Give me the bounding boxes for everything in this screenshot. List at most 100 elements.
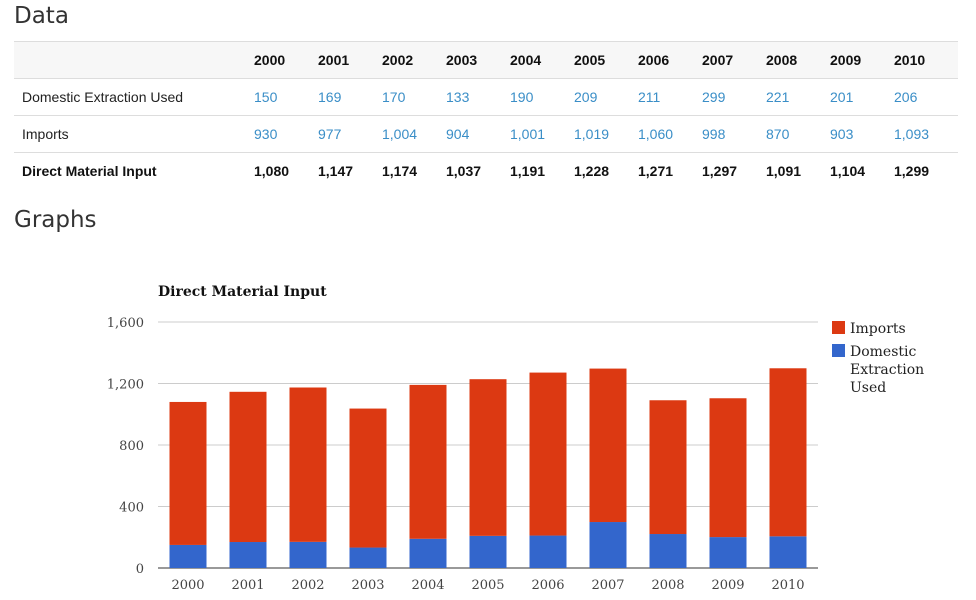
bar-domestic[interactable] bbox=[589, 522, 627, 568]
table-cell: 1,080 bbox=[254, 152, 318, 189]
chart-bars bbox=[169, 368, 807, 568]
x-tick-label: 2009 bbox=[711, 578, 744, 593]
table-cell[interactable]: 299 bbox=[702, 78, 766, 116]
table-cell: 1,037 bbox=[446, 152, 510, 189]
x-tick-label: 2001 bbox=[231, 578, 264, 593]
bar-domestic[interactable] bbox=[289, 541, 327, 568]
table-cell[interactable]: 1,004 bbox=[382, 115, 446, 153]
table-cell[interactable]: 150 bbox=[254, 78, 318, 116]
x-tick-label: 2002 bbox=[291, 578, 324, 593]
y-axis-labels: 0 400 800 1,200 1,600 bbox=[107, 316, 144, 577]
table-header-year: 2008 bbox=[766, 41, 830, 79]
table-cell[interactable]: 1,060 bbox=[638, 115, 702, 153]
table-row: Domestic Extraction Used 150 169 170 133 190 2… bbox=[14, 78, 958, 116]
x-tick-label: 2006 bbox=[531, 578, 564, 593]
table-cell: 1,297 bbox=[702, 152, 766, 189]
table-header-year: 2009 bbox=[830, 41, 894, 79]
chart-legend: Imports Domestic Extraction Used bbox=[832, 321, 924, 396]
table-cell: 1,228 bbox=[574, 152, 638, 189]
bar-domestic[interactable] bbox=[349, 547, 387, 568]
table-cell[interactable]: 209 bbox=[574, 78, 638, 116]
y-tick-label: 0 bbox=[136, 562, 144, 577]
table-header-year: 2006 bbox=[638, 41, 702, 79]
table-cell[interactable]: 169 bbox=[318, 78, 382, 116]
bar-domestic[interactable] bbox=[649, 534, 687, 568]
bar-domestic[interactable] bbox=[169, 544, 207, 568]
x-tick-label: 2003 bbox=[351, 578, 384, 593]
table-row-label: Imports bbox=[14, 115, 254, 153]
legend-label: Domestic bbox=[850, 344, 917, 360]
y-tick-label: 800 bbox=[119, 439, 144, 454]
table-cell[interactable]: 904 bbox=[446, 115, 510, 153]
table-cell[interactable]: 903 bbox=[830, 115, 894, 153]
table-row-label: Domestic Extraction Used bbox=[14, 78, 254, 116]
bar-imports[interactable] bbox=[229, 391, 267, 543]
table-cell[interactable]: 221 bbox=[766, 78, 830, 116]
bar-imports[interactable] bbox=[769, 368, 807, 537]
y-tick-label: 1,600 bbox=[107, 316, 144, 331]
table-body: Domestic Extraction Used 150 169 170 133 190 2… bbox=[14, 78, 958, 189]
bar-imports[interactable] bbox=[289, 387, 327, 542]
bar-imports[interactable] bbox=[469, 379, 507, 536]
table-cell[interactable]: 190 bbox=[510, 78, 574, 116]
table-cell[interactable]: 977 bbox=[318, 115, 382, 153]
table-header-year: 2003 bbox=[446, 41, 510, 79]
direct-material-input-chart: Direct Material Input 04008001,2001,600 … bbox=[107, 284, 924, 593]
table-cell: 1,147 bbox=[318, 152, 382, 189]
table-cell[interactable]: 170 bbox=[382, 78, 446, 116]
x-tick-label: 2005 bbox=[471, 578, 504, 593]
table-cell[interactable]: 1,001 bbox=[510, 115, 574, 153]
table-cell: 1,299 bbox=[894, 152, 958, 189]
table-cell[interactable]: 206 bbox=[894, 78, 958, 116]
bar-domestic[interactable] bbox=[409, 538, 447, 568]
bar-imports[interactable] bbox=[589, 368, 627, 523]
bar-imports[interactable] bbox=[349, 408, 387, 548]
table-cell[interactable]: 201 bbox=[830, 78, 894, 116]
table-cell: 1,104 bbox=[830, 152, 894, 189]
table-row: Imports 930 977 1,004 904 1,001 1,019 1,060 998 8… bbox=[14, 115, 958, 153]
bar-domestic[interactable] bbox=[769, 536, 807, 568]
table-cell[interactable]: 133 bbox=[446, 78, 510, 116]
x-tick-label: 2008 bbox=[651, 578, 684, 593]
legend-label: Extraction bbox=[850, 362, 924, 378]
x-tick-label: 2004 bbox=[411, 578, 444, 593]
table-header-year: 2000 bbox=[254, 41, 318, 79]
table-header-year: 2010 bbox=[894, 41, 958, 79]
table-cell: 1,271 bbox=[638, 152, 702, 189]
table-cell: 1,091 bbox=[766, 152, 830, 189]
bar-imports[interactable] bbox=[409, 384, 447, 539]
legend-label: Imports bbox=[850, 321, 906, 337]
chart-title: Direct Material Input bbox=[158, 284, 327, 300]
y-tick-label: 1,200 bbox=[107, 378, 144, 393]
table-cell[interactable]: 998 bbox=[702, 115, 766, 153]
x-tick-label: 2007 bbox=[591, 578, 624, 593]
table-row-label: Direct Material Input bbox=[14, 152, 254, 189]
bar-imports[interactable] bbox=[709, 398, 747, 538]
table-header-year: 2004 bbox=[510, 41, 574, 79]
x-axis-labels: 2000 2001 2002 2003 2004 2005 2006 2007 2008 2009… bbox=[171, 578, 804, 593]
legend-label: Used bbox=[850, 380, 886, 396]
graphs-section-title: Graphs bbox=[14, 207, 97, 233]
bar-imports[interactable] bbox=[169, 401, 207, 545]
table-cell[interactable]: 930 bbox=[254, 115, 318, 153]
table-row: Direct Material Input 1,080 1,147 1,174 1,03… bbox=[14, 152, 958, 189]
data-table: 2000 2001 2002 2003 2004 2005 2006 2007 2008 2009… bbox=[14, 41, 958, 189]
table-cell: 1,191 bbox=[510, 152, 574, 189]
table-cell[interactable]: 1,019 bbox=[574, 115, 638, 153]
bar-domestic[interactable] bbox=[229, 542, 267, 568]
table-cell[interactable]: 1,093 bbox=[894, 115, 958, 153]
legend-swatch bbox=[832, 344, 845, 357]
bar-domestic[interactable] bbox=[709, 537, 747, 568]
table-header-year: 2005 bbox=[574, 41, 638, 79]
bar-imports[interactable] bbox=[649, 400, 687, 535]
x-tick-label: 2000 bbox=[171, 578, 204, 593]
table-cell[interactable]: 211 bbox=[638, 78, 702, 116]
table-header-row: 2000 2001 2002 2003 2004 2005 2006 2007 2008 2009… bbox=[14, 41, 958, 79]
table-cell[interactable]: 870 bbox=[766, 115, 830, 153]
table-header-year: 2007 bbox=[702, 41, 766, 79]
bar-imports[interactable] bbox=[529, 372, 567, 536]
bar-domestic[interactable] bbox=[469, 535, 507, 568]
table-header-year: 2002 bbox=[382, 41, 446, 79]
table-header-corner bbox=[14, 41, 254, 79]
bar-domestic[interactable] bbox=[529, 535, 567, 568]
